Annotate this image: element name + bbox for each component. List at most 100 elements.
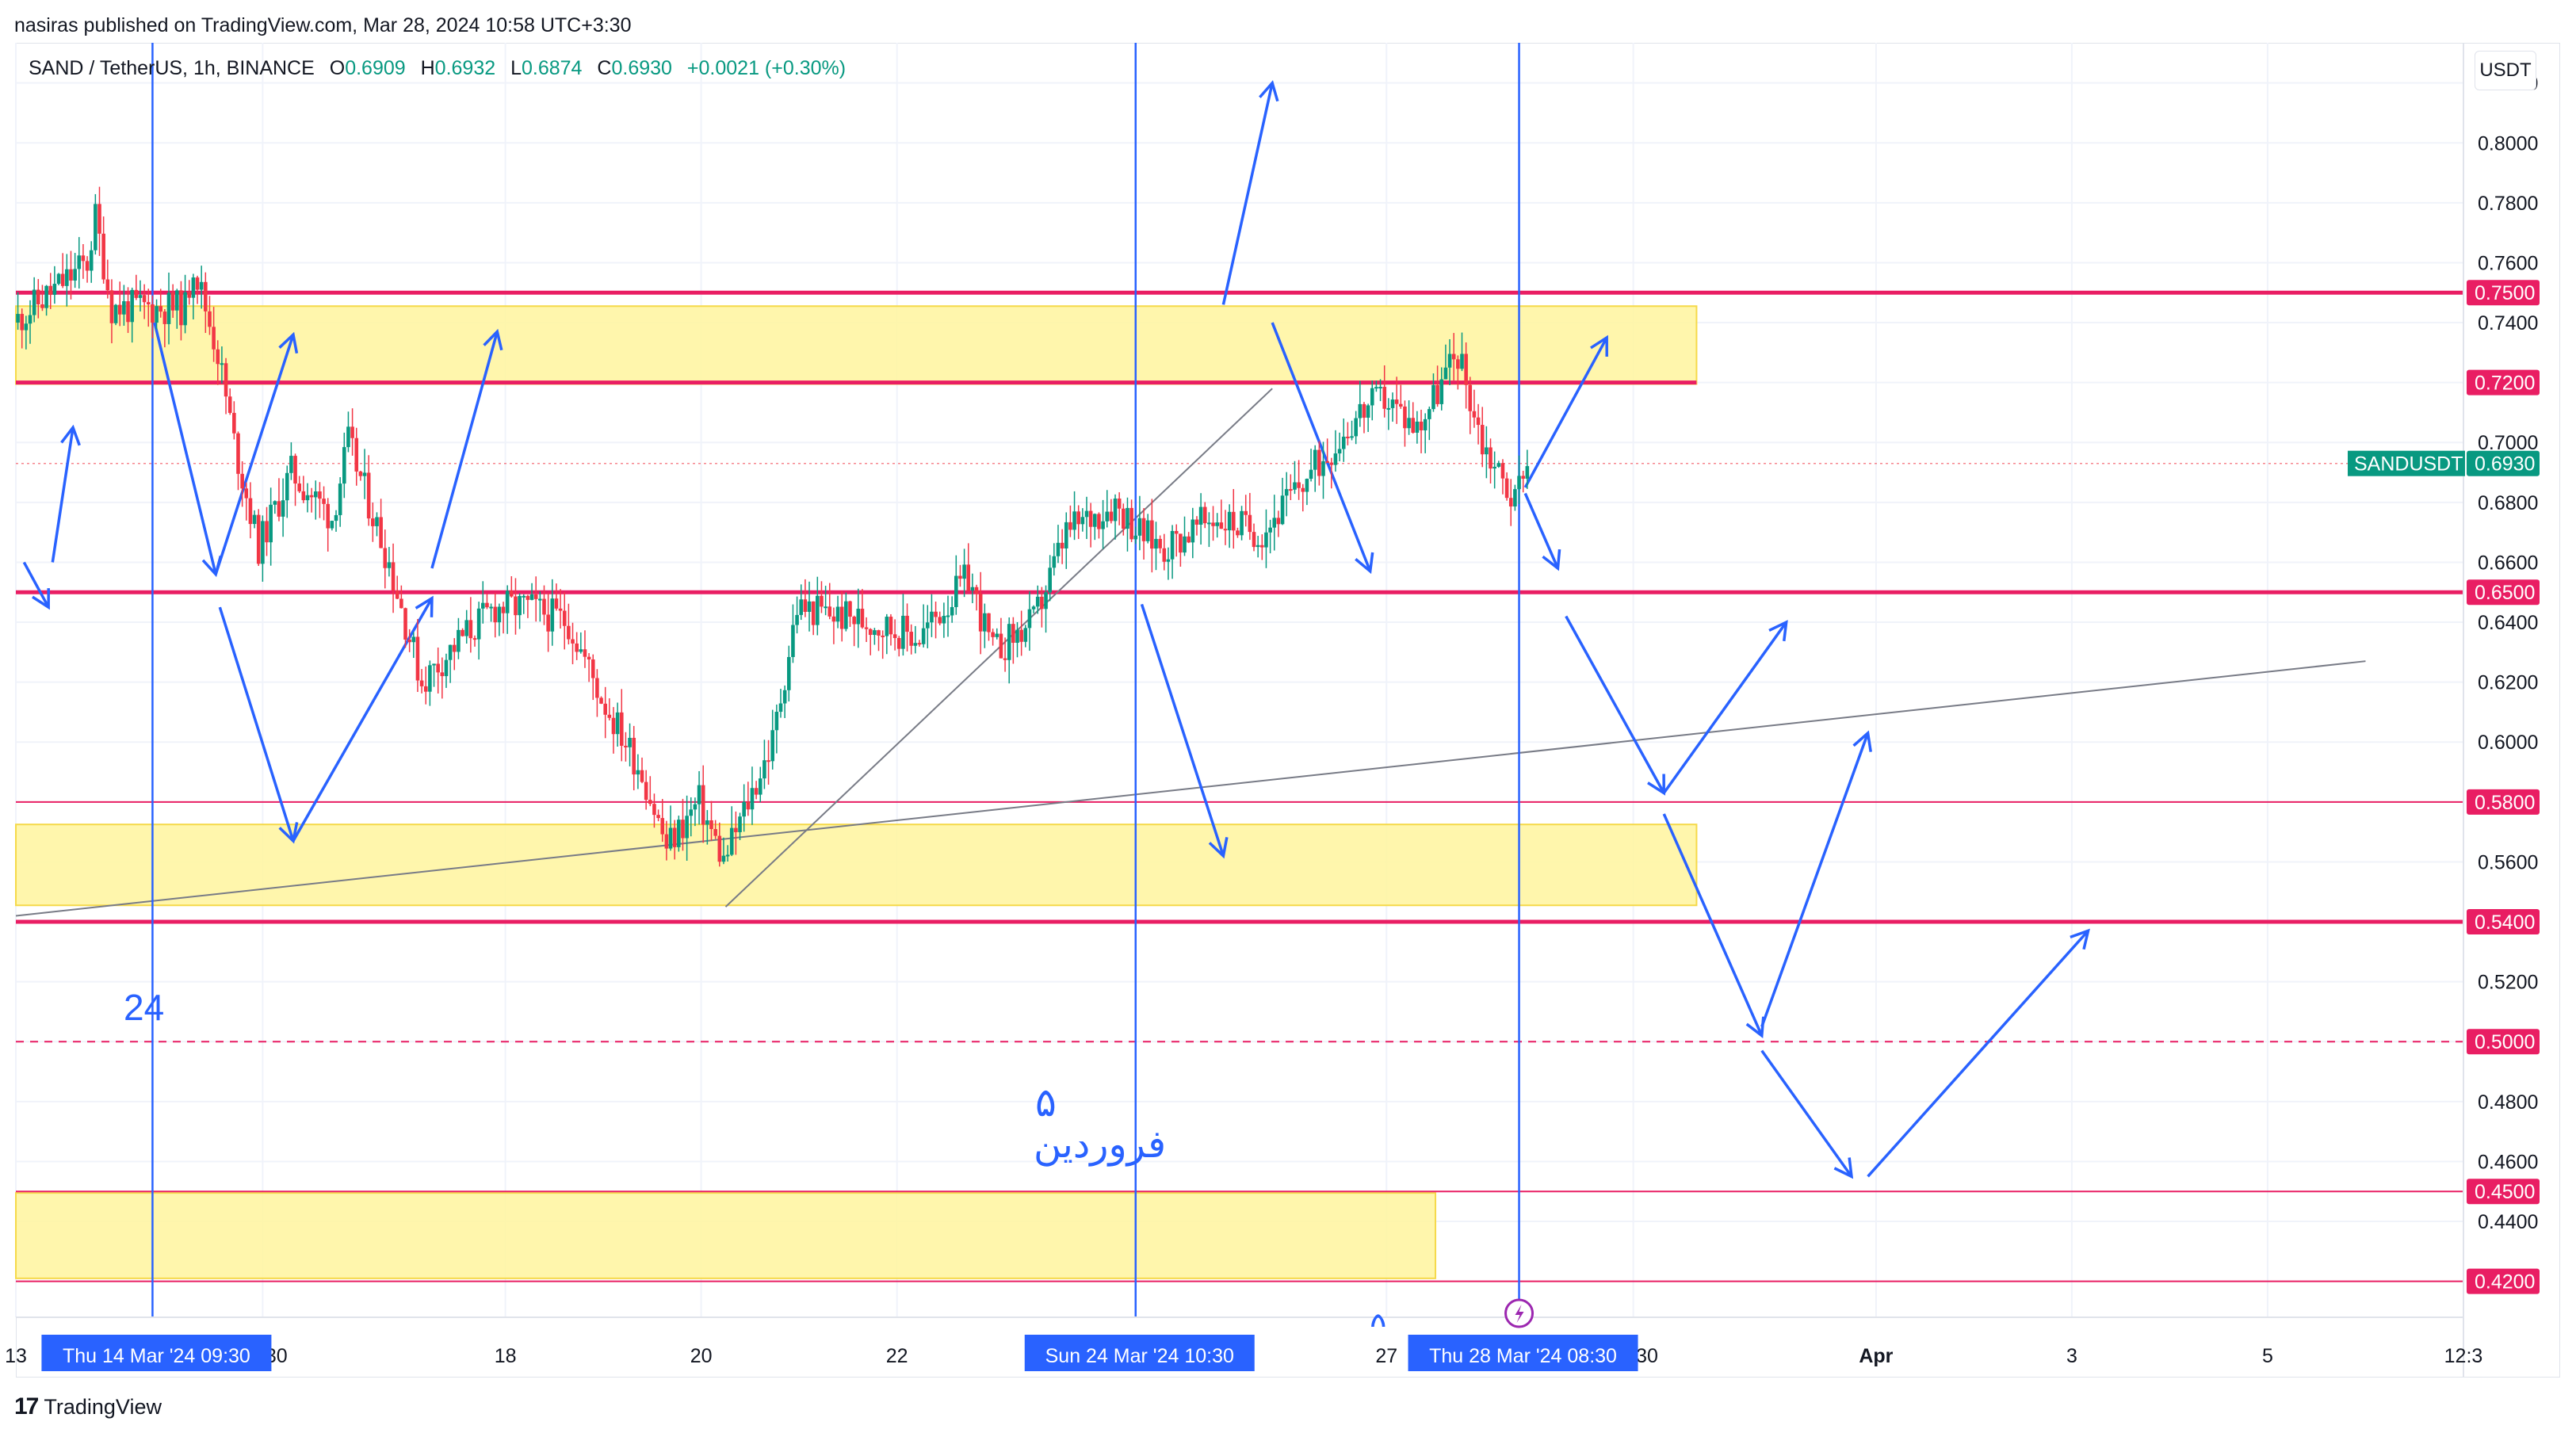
candle-body: [1443, 367, 1448, 380]
price-tick-label: 0.4800: [2478, 1091, 2538, 1114]
candle-body: [1350, 436, 1354, 438]
candle-body: [1428, 409, 1431, 419]
candle-body: [1248, 514, 1252, 533]
candle-body: [583, 649, 587, 657]
time-tick-label: Apr: [1859, 1345, 1893, 1367]
projection-arrow-head: [1542, 548, 1561, 571]
candle-body: [934, 611, 938, 617]
level-price-badge: [2467, 789, 2540, 815]
price-zone: [15, 1192, 1437, 1279]
projection-arrow: [1140, 603, 1225, 857]
candle-body: [155, 306, 159, 323]
candle-body: [636, 770, 640, 775]
candle-body: [754, 788, 759, 795]
symbol-title: SAND / TetherUS, 1h, BINANCE: [29, 57, 315, 79]
candle-body: [762, 760, 766, 779]
candle-body: [1468, 384, 1473, 411]
candle-body: [472, 638, 477, 640]
candle-body: [742, 801, 746, 817]
candle-body: [56, 273, 61, 285]
low-label: L: [510, 57, 522, 79]
candle-body: [619, 712, 624, 746]
candle-body: [1508, 498, 1513, 506]
candle-body: [391, 562, 396, 590]
candle-body: [1496, 463, 1501, 467]
time-tick-label: 18: [495, 1345, 517, 1367]
low-value: 0.6874: [522, 57, 583, 79]
candle-body: [590, 659, 595, 678]
candle-body: [122, 301, 126, 315]
projection-arrow-head: [1852, 730, 1872, 752]
candle-body: [293, 456, 297, 484]
projection-arrow: [214, 334, 295, 575]
candle-body: [468, 620, 473, 639]
candle-body: [1056, 542, 1061, 556]
projection-arrow-head: [2070, 928, 2090, 950]
candle-body: [366, 472, 371, 519]
candle-body: [220, 363, 224, 365]
candle-body: [1321, 460, 1325, 476]
candle-body: [444, 659, 449, 677]
candle-body: [1215, 522, 1219, 526]
last-price-label: 0.6930: [2475, 453, 2535, 476]
projection-arrow: [1760, 1049, 1853, 1178]
candle-body: [85, 261, 90, 271]
candle-body: [770, 730, 775, 762]
candle-body: [1492, 466, 1496, 469]
candle-body: [1252, 532, 1256, 548]
candle-body: [729, 827, 734, 855]
candle-body: [562, 610, 567, 626]
candle-body: [709, 820, 713, 830]
publisher-line: nasiras published on TradingView.com, Ma…: [14, 14, 632, 36]
candle-body: [227, 396, 232, 413]
candle-body: [1301, 487, 1305, 492]
candle-body: [1137, 518, 1142, 536]
candle-body: [1517, 476, 1521, 490]
candle-body: [820, 595, 824, 607]
candle-body: [387, 562, 392, 568]
candle-body: [1382, 387, 1387, 409]
candle-body: [856, 609, 861, 625]
candle-body: [734, 827, 738, 832]
candle-body: [28, 315, 32, 324]
candle-body: [159, 306, 163, 312]
candle-body: [1423, 418, 1428, 430]
projection-arrow-head: [1590, 334, 1608, 357]
candle-body: [1431, 384, 1435, 410]
candle-body: [962, 564, 966, 579]
candle-body: [1027, 609, 1032, 629]
candle-body: [1211, 522, 1215, 526]
change-value: +0.0021 (+0.30%): [686, 57, 847, 79]
candle-body: [105, 279, 110, 291]
candle-body: [1162, 548, 1167, 562]
level-price-badge: [2467, 909, 2540, 935]
price-tick-label: 0.6200: [2478, 672, 2538, 694]
candle-body: [811, 601, 816, 625]
level-price-badge: [2467, 579, 2540, 606]
candle-body: [399, 598, 403, 609]
candle-body: [1236, 530, 1240, 536]
candle-body: [1293, 482, 1297, 490]
close-value: 0.6930: [611, 57, 672, 79]
candle-body: [896, 638, 901, 649]
projection-arrow: [1565, 615, 1665, 794]
candle-body: [1476, 417, 1481, 426]
candle-body: [868, 629, 873, 636]
candle-body: [1354, 418, 1358, 437]
candle-body: [346, 426, 350, 448]
candle-body: [807, 601, 812, 612]
candle-body: [419, 680, 424, 686]
candle-body: [1219, 522, 1224, 529]
candle-body: [281, 500, 285, 517]
currency-button[interactable]: USDT: [2475, 51, 2536, 90]
candle-body: [795, 614, 799, 625]
tradingview-logo[interactable]: 17 TradingView: [14, 1393, 162, 1420]
level-price-label: 0.5000: [2475, 1031, 2535, 1053]
projection-arrow: [1867, 930, 2089, 1178]
candle-body: [603, 703, 607, 715]
time-tick-label: 22: [886, 1345, 908, 1367]
candle-body: [117, 304, 122, 315]
candle-body: [1003, 658, 1007, 660]
candle-body: [464, 620, 469, 636]
